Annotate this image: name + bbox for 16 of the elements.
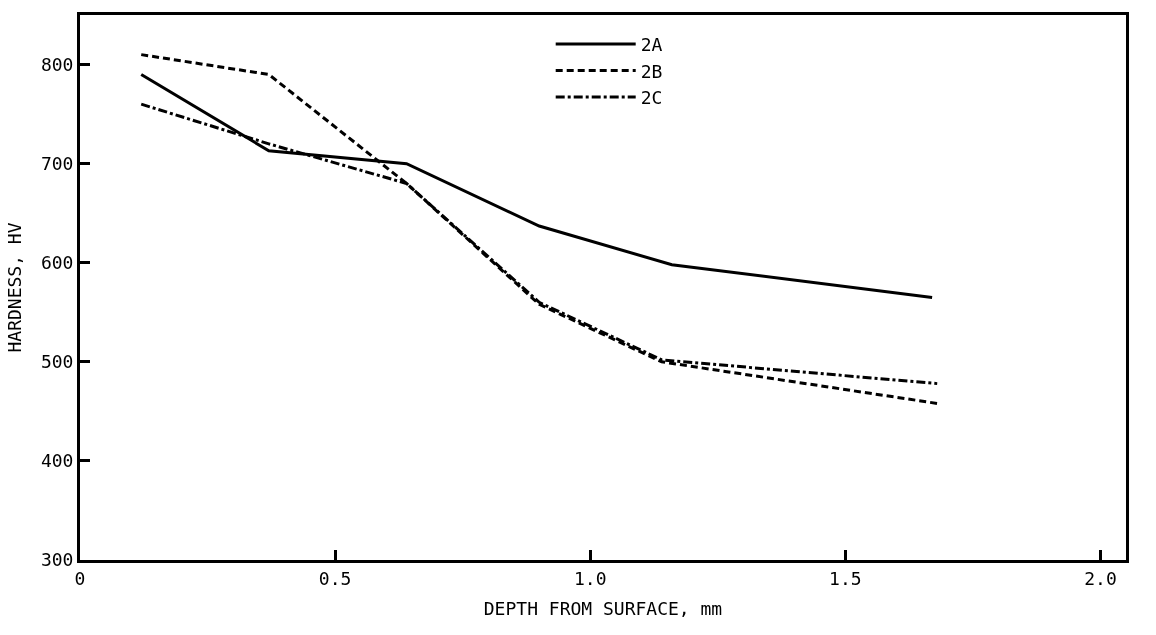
y-tick-label: 500 [40,351,74,373]
y-tick-label: 400 [40,450,74,472]
legend-label: 2C [640,86,663,108]
y-tick-label: 800 [40,53,74,75]
y-tick-label: 700 [40,152,74,174]
y-tick-label: 300 [40,549,74,571]
x-tick-label: 1.0 [573,567,607,589]
x-tick-label: 2.0 [1084,567,1117,589]
legend-label: 2A [640,34,663,56]
y-axis-title: HARDNESS, HV [4,222,26,353]
x-tick-label: 0.5 [318,567,352,589]
x-axis-title: DEPTH FROM SURFACE, mm [483,597,723,619]
x-tick-label: 0 [74,567,86,589]
legend-label: 2B [640,60,663,82]
y-tick-label: 600 [40,252,74,274]
x-tick-label: 1.5 [829,567,862,589]
